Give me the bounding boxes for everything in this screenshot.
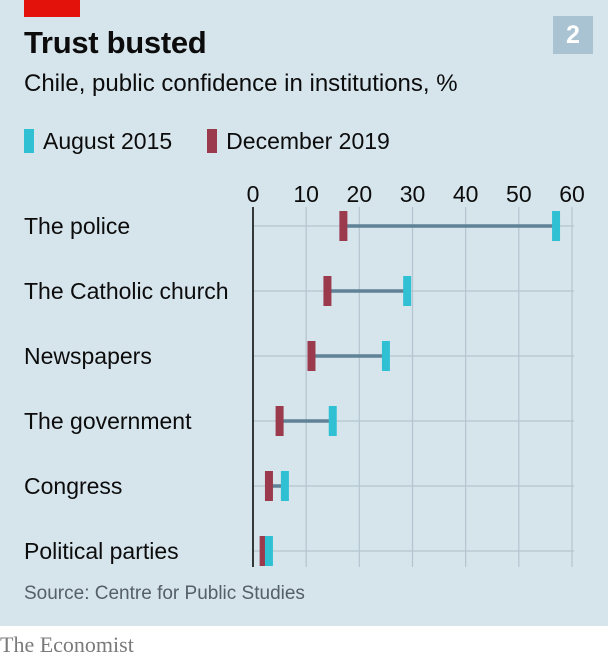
marker-december-2019 — [307, 341, 315, 371]
category-label: Newspapers — [24, 343, 152, 369]
publisher-wordmark: The Economist — [0, 632, 134, 658]
marker-august-2015 — [403, 276, 411, 306]
source-note: Source: Centre for Public Studies — [24, 583, 305, 605]
marker-august-2015 — [265, 536, 273, 566]
marker-august-2015 — [281, 471, 289, 501]
category-label: The government — [24, 408, 192, 434]
category-label: Congress — [24, 473, 122, 499]
marker-august-2015 — [552, 211, 560, 241]
dumbbell-chart: 0 10 20 30 40 50 60 The police The Catholic chur… — [0, 0, 608, 626]
x-tick-label-10: 10 — [293, 181, 319, 207]
marker-december-2019 — [265, 471, 273, 501]
marker-december-2019 — [339, 211, 347, 241]
x-tick-label-0: 0 — [247, 181, 260, 207]
category-label: Political parties — [24, 538, 179, 564]
x-tick-label-60: 60 — [559, 181, 585, 207]
marker-december-2019 — [276, 406, 284, 436]
marker-august-2015 — [329, 406, 337, 436]
x-tick-label-20: 20 — [347, 181, 373, 207]
category-label: The police — [24, 213, 130, 239]
x-tick-label-50: 50 — [506, 181, 532, 207]
marker-december-2019 — [323, 276, 331, 306]
marker-august-2015 — [382, 341, 390, 371]
x-tick-label-40: 40 — [453, 181, 479, 207]
x-tick-label-30: 30 — [400, 181, 426, 207]
category-label: The Catholic church — [24, 278, 229, 304]
